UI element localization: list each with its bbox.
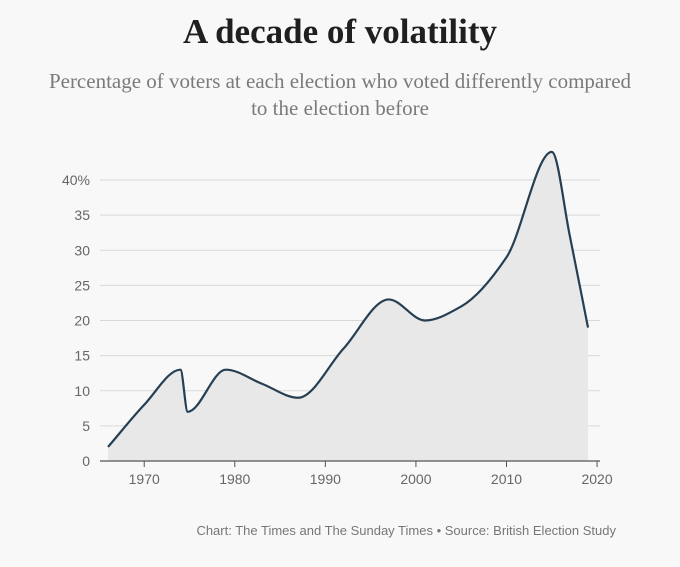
x-tick-label-2000: 2000 xyxy=(400,471,431,487)
x-tick-label-2020: 2020 xyxy=(581,471,612,487)
y-tick-label-0: 0 xyxy=(82,453,90,469)
y-tick-label-5: 5 xyxy=(82,418,90,434)
y-tick-label-35: 35 xyxy=(74,207,90,223)
chart-subtitle: Percentage of voters at each election wh… xyxy=(48,69,632,120)
y-axis-ticks: 0 5 10 15 20 25 30 35 40% xyxy=(62,172,90,469)
x-tick-label-1980: 1980 xyxy=(219,471,250,487)
y-tick-label-25: 25 xyxy=(74,277,90,293)
y-tick-label-20: 20 xyxy=(74,313,90,329)
x-tick-label-2010: 2010 xyxy=(491,471,522,487)
x-tick-label-1990: 1990 xyxy=(310,471,341,487)
chart-title: A decade of volatility xyxy=(183,12,497,51)
y-tick-label-40: 40% xyxy=(62,172,90,188)
volatility-line xyxy=(107,150,590,448)
line-layer xyxy=(107,150,590,448)
x-tick-label-1970: 1970 xyxy=(129,471,160,487)
volatility-area xyxy=(108,151,588,461)
source-note: Chart: The Times and The Sunday Times • … xyxy=(196,523,616,538)
area-layer xyxy=(108,151,588,461)
y-tick-label-30: 30 xyxy=(74,242,90,258)
x-axis-ticks: 1970 1980 1990 2000 2010 2020 xyxy=(129,461,613,487)
y-tick-label-15: 15 xyxy=(74,348,90,364)
y-tick-label-10: 10 xyxy=(74,383,90,399)
